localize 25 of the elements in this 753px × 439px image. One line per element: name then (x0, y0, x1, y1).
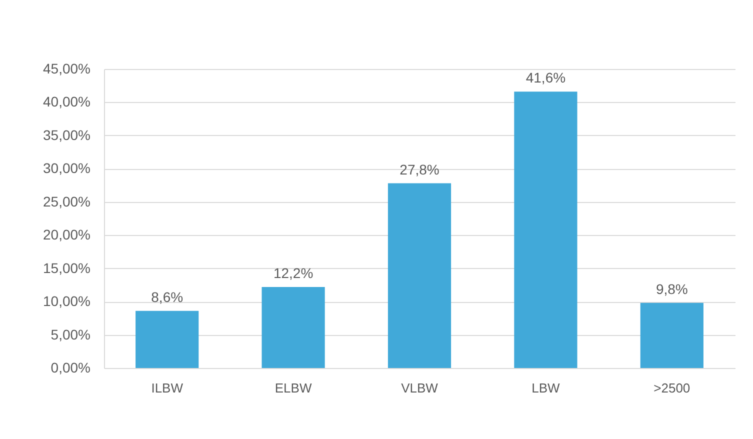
x-tick-label: >2500 (654, 380, 690, 396)
x-tick-label: ELBW (274, 380, 312, 396)
x-tick-label: VLBW (401, 380, 439, 396)
y-tick-label: 25,00% (43, 193, 90, 210)
y-tick-label: 0,00% (50, 360, 90, 376)
y-tick-label: 30,00% (43, 160, 90, 176)
y-tick-label: 5,00% (50, 326, 90, 342)
y-tick-label: 45,00% (43, 60, 90, 76)
data-label: 8,6% (151, 288, 184, 305)
bar (640, 302, 704, 368)
y-tick-label: 20,00% (43, 226, 90, 243)
bar (262, 286, 325, 368)
x-tick-label: ILBW (151, 380, 184, 396)
bar (136, 310, 199, 368)
data-label: 12,2% (273, 264, 314, 281)
y-tick-label: 10,00% (43, 293, 90, 310)
bar (514, 92, 578, 368)
y-tick-label: 15,00% (43, 260, 90, 276)
data-label: 9,8% (656, 280, 688, 297)
x-tick-label: LBW (532, 380, 561, 396)
data-label: 41,6% (526, 70, 566, 86)
data-label: 27,8% (400, 161, 440, 178)
bar (388, 183, 452, 368)
y-tick-label: 40,00% (43, 94, 90, 110)
y-tick-label: 35,00% (43, 126, 90, 143)
